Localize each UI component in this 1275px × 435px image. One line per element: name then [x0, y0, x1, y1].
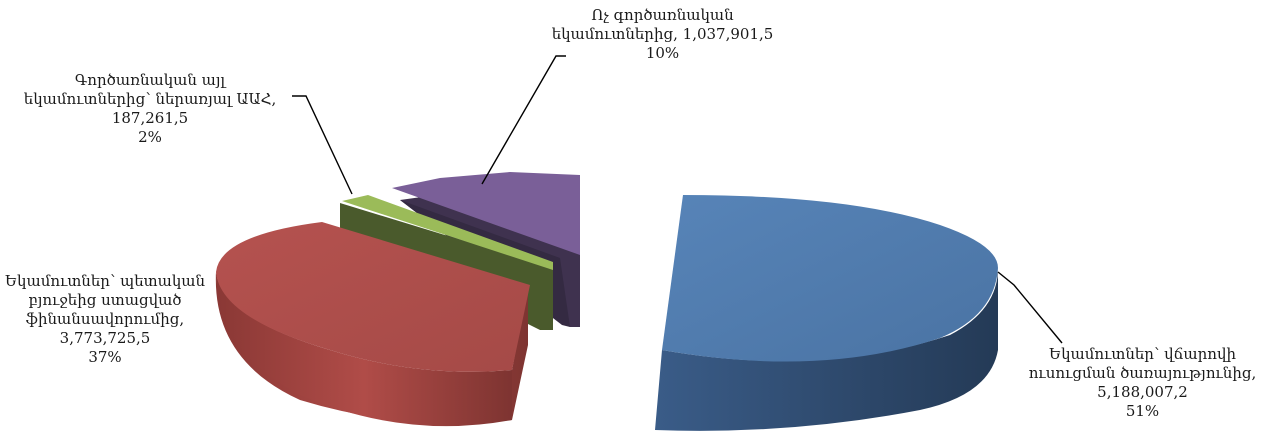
- pie-slice-2-top: [216, 222, 530, 372]
- pie-slice-2: [215, 222, 530, 427]
- data-label-line: եկամուտներից՝ ներառյալ ԱԱՀ,: [23, 90, 277, 108]
- pie-slice-4-top: [392, 172, 580, 255]
- data-label-line: ֆինանսավորումից,: [25, 310, 185, 328]
- data-label-line: Գործառնական այլ: [74, 71, 226, 89]
- data-label-value: 5,188,007,2: [1097, 383, 1188, 401]
- pie-slice-2-front: [215, 272, 513, 427]
- data-label-line: Եկամուտներ՝ վճարովի: [1048, 345, 1237, 363]
- data-label-slice-3: Գործառնական այլ եկամուտներից՝ ներառյալ Ա…: [0, 71, 300, 147]
- data-label-value: 3,773,725,5: [59, 329, 151, 347]
- data-label-line: բյուջեից ստացված: [28, 291, 182, 309]
- data-label-slice-2: Եկամուտներ՝ պետական բյուջեից ստացված ֆին…: [0, 272, 210, 367]
- data-label-percent: 37%: [88, 348, 122, 366]
- pie-slice-1-top: [662, 195, 998, 362]
- data-label-percent: 51%: [1125, 402, 1160, 420]
- data-label-slice-4: Ոչ գործառնական եկամուտներից, 1,037,901,5…: [540, 6, 785, 63]
- data-label-percent: 10%: [645, 44, 680, 62]
- pie-slice-1-side: [655, 268, 998, 431]
- data-label-line: Եկամուտներ՝ պետական: [4, 272, 206, 290]
- data-label-line: Ոչ գործառնական: [591, 6, 734, 24]
- data-label-value: 187,261,5: [111, 109, 189, 127]
- leader-line-slice-4: [481, 55, 566, 185]
- data-label-percent: 2%: [138, 128, 162, 146]
- data-label-line: ուսուցման ծառայությունից,: [1028, 364, 1257, 382]
- leader-line-slice-3: [292, 95, 353, 195]
- pie-slice-3-top: [342, 195, 553, 270]
- leader-line-slice-1: [997, 271, 1063, 344]
- data-label-line: եկամուտներից, 1,037,901,5: [551, 25, 774, 43]
- data-label-slice-1: Եկամուտներ՝ վճարովի ուսուցման ծառայությո…: [1015, 345, 1270, 421]
- pie-slice-1: [655, 195, 998, 431]
